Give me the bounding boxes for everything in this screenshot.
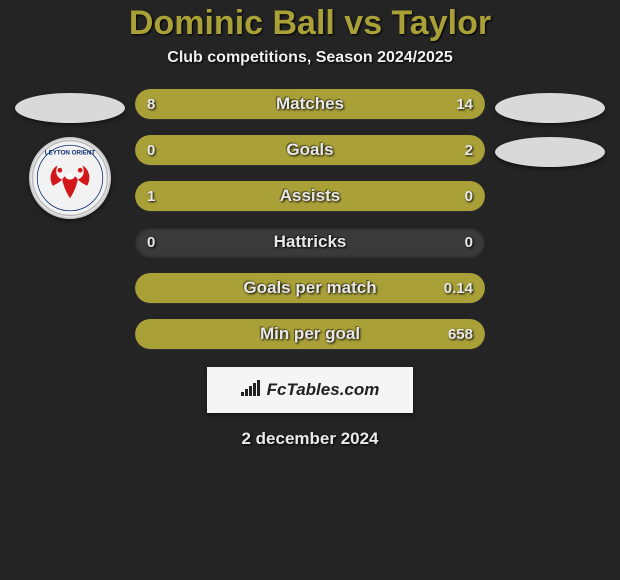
comparison-container: Dominic Ball vs Taylor Club competitions… — [0, 0, 620, 449]
stat-row: Assists10 — [135, 181, 485, 211]
bar-right-seg — [261, 89, 485, 119]
stat-row: Min per goal658 — [135, 319, 485, 349]
left-player-oval — [15, 93, 125, 123]
stat-left-value: 0 — [147, 227, 155, 257]
crest-icon: LEYTON ORIENT — [31, 139, 109, 217]
page-subtitle: Club competitions, Season 2024/2025 — [167, 49, 452, 67]
bar-right-seg — [135, 135, 485, 165]
right-player-oval-1 — [495, 93, 605, 123]
svg-text:LEYTON ORIENT: LEYTON ORIENT — [45, 150, 96, 157]
stat-right-value: 0 — [465, 227, 473, 257]
stat-label: Hattricks — [135, 227, 485, 257]
stat-row: Matches814 — [135, 89, 485, 119]
left-player-crest: LEYTON ORIENT — [29, 137, 111, 219]
bar-right-seg — [135, 319, 485, 349]
date-label: 2 december 2024 — [241, 429, 378, 449]
left-player-col: LEYTON ORIENT — [5, 89, 135, 219]
right-player-oval-2 — [495, 137, 605, 167]
stat-row: Goals02 — [135, 135, 485, 165]
signal-icon — [241, 380, 261, 401]
footer-badge[interactable]: FcTables.com — [207, 367, 413, 413]
bar-right-seg — [135, 273, 485, 303]
footer-text: FcTables.com — [267, 380, 380, 400]
chart-wrap: LEYTON ORIENT Matches814 Goals02 Assists10… — [0, 89, 620, 349]
stats-bars: Matches814 Goals02 Assists10 Hattricks0 0 Goa… — [135, 89, 485, 349]
stat-row: Goals per match0.14 — [135, 273, 485, 303]
stat-row: Hattricks0 0 — [135, 227, 485, 257]
right-player-col — [485, 89, 615, 167]
bar-left-seg — [135, 181, 485, 211]
page-title: Dominic Ball vs Taylor — [129, 4, 491, 43]
bar-left-seg — [135, 89, 261, 119]
